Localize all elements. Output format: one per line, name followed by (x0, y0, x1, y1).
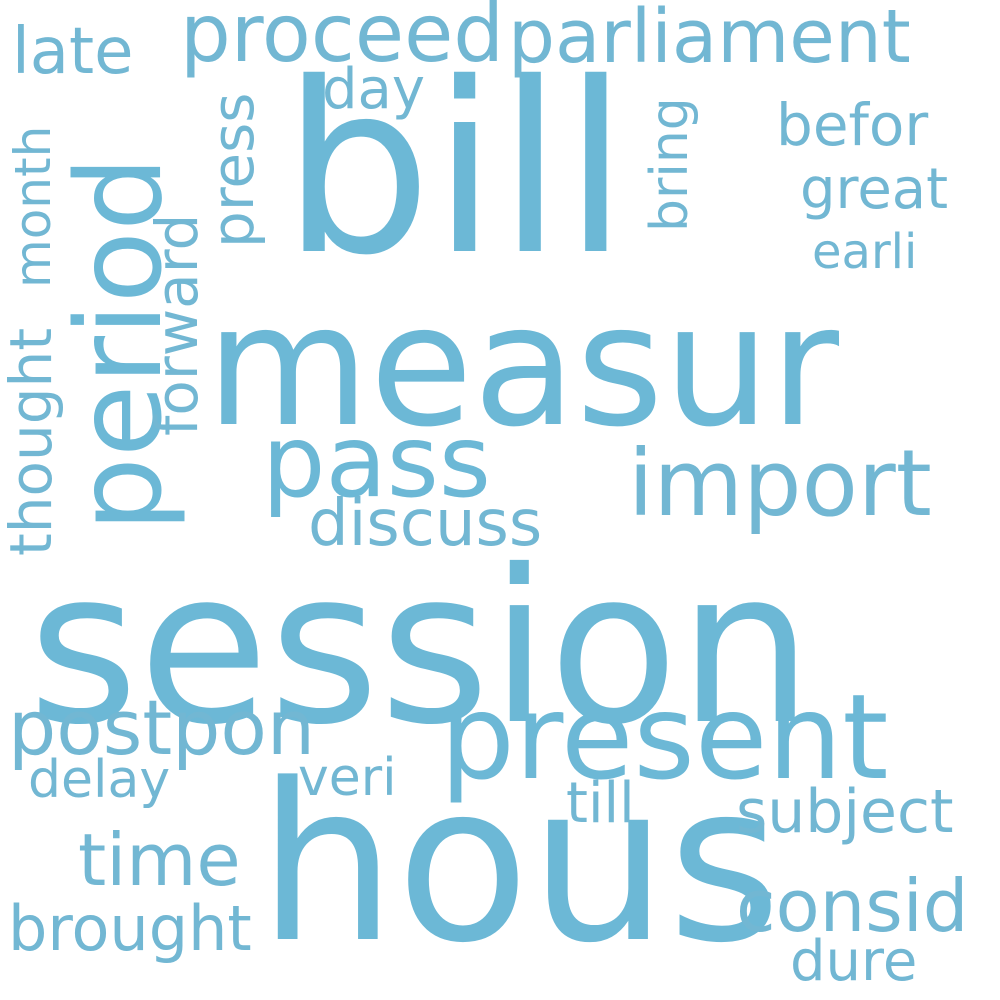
word-pass: pass (262, 403, 491, 520)
word-discuss: discuss (308, 487, 543, 561)
word-consid: consid (736, 864, 969, 948)
word-proceed: proceed (180, 0, 505, 80)
word-subject: subject (736, 777, 954, 847)
word-till: till (566, 771, 635, 836)
word-bring: bring (640, 97, 700, 232)
word-dure: dure (790, 929, 918, 994)
word-befor: befor (776, 91, 929, 159)
word-measur: measur (206, 268, 840, 464)
word-late: late (12, 15, 134, 89)
word-import: import (628, 430, 932, 537)
word-day: day (322, 57, 426, 122)
word-hous: hous (258, 738, 782, 991)
word-forward: forward (143, 213, 211, 436)
word-earli: earli (812, 224, 918, 280)
word-month: month (4, 125, 62, 288)
word-great: great (800, 157, 949, 222)
word-session: session (28, 524, 813, 771)
word-delay: delay (28, 750, 171, 810)
word-veri: veri (298, 748, 397, 808)
word-bill: bill (282, 32, 629, 307)
word-parliament: parliament (508, 0, 911, 80)
word-present: present (440, 668, 889, 806)
word-thought: thought (0, 327, 65, 556)
word-brought: brought (8, 892, 252, 965)
word-press: press (199, 92, 267, 248)
word-time: time (78, 818, 241, 902)
word-postpon: postpon (8, 683, 316, 772)
